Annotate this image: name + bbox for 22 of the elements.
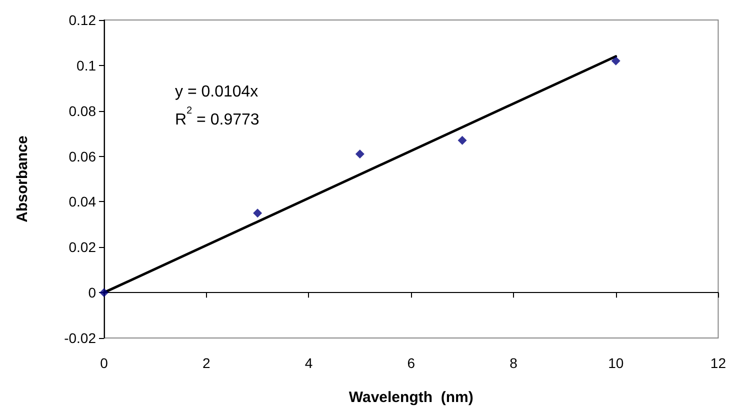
x-tick-label: 12	[710, 355, 726, 371]
point	[458, 136, 467, 145]
x-tick-label: 10	[608, 355, 624, 371]
x-tick-label: 6	[407, 355, 416, 371]
x-tick-label: 4	[304, 355, 313, 371]
y-tick-label: -0.02	[64, 330, 96, 346]
point	[355, 150, 364, 159]
point	[611, 56, 620, 66]
y-tick-label: 0	[88, 284, 96, 301]
x-tick-label: 2	[202, 355, 210, 371]
x-tick-label: 8	[510, 355, 518, 371]
y-axis-title: Absorbance	[14, 136, 31, 222]
x-axis-title: Wavelength (nm)	[348, 389, 474, 406]
y-tick-label: 0.1	[76, 57, 96, 74]
annotation: y = 0.0104x	[175, 84, 258, 100]
y-tick-label: 0.04	[68, 194, 96, 210]
point	[253, 208, 262, 218]
y-tick-label: 0.12	[68, 12, 96, 28]
y-tick-label: 0.08	[68, 102, 96, 119]
y-tick-label: 0.06	[68, 148, 96, 164]
y-tick-label: 0.02	[68, 239, 96, 256]
x-tick-label: 0	[100, 355, 108, 371]
